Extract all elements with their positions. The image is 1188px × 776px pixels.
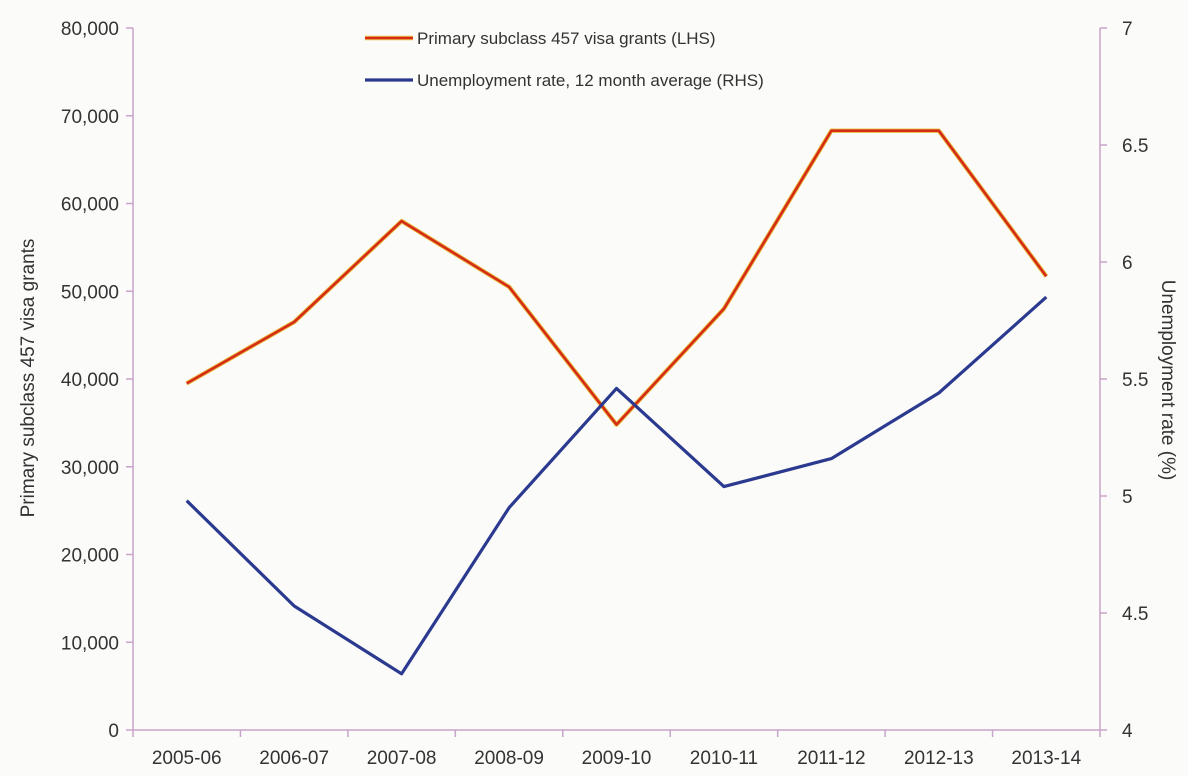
left-tick-label: 0: [108, 721, 119, 742]
left-tick-label: 40,000: [61, 370, 119, 391]
visa-grants-line: [186, 129, 1048, 426]
x-tick-label: 2011-12: [797, 748, 865, 769]
series-lines: [185, 128, 1049, 676]
right-tick-label: 4.5: [1122, 604, 1148, 625]
right-tick-label: 5.5: [1122, 370, 1148, 391]
x-tick-label: 2012-13: [904, 748, 974, 769]
visa-grants-line-highlight: [185, 128, 1049, 427]
left-tick-label: 50,000: [61, 282, 119, 303]
x-tick-label: 2007-08: [367, 748, 437, 769]
right-tick-label: 7: [1122, 19, 1133, 40]
unemployment-rate-line: [185, 295, 1048, 676]
left-axis-title: Primary subclass 457 visa grants: [18, 239, 39, 518]
left-tick-label: 80,000: [61, 19, 119, 40]
legend-label: Primary subclass 457 visa grants (LHS): [417, 29, 716, 48]
x-tick-label: 2009-10: [582, 748, 652, 769]
left-tick-label: 30,000: [61, 458, 119, 479]
left-tick-label: 70,000: [61, 107, 119, 128]
x-tick-label: 2005-06: [152, 748, 222, 769]
x-tick-label: 2013-14: [1011, 748, 1081, 769]
right-tick-label: 4: [1122, 721, 1133, 742]
left-tick-label: 20,000: [61, 546, 119, 567]
x-tick-label: 2006-07: [259, 748, 329, 769]
legend: Primary subclass 457 visa grants (LHS) Un…: [365, 29, 764, 90]
right-tick-label: 6: [1122, 253, 1133, 274]
right-tick-label: 6.5: [1122, 136, 1148, 157]
legend-label: Unemployment rate, 12 month average (RHS…: [417, 71, 764, 90]
x-tick-label: 2008-09: [474, 748, 544, 769]
left-tick-label: 60,000: [61, 195, 119, 216]
x-tick-label: 2010-11: [690, 748, 758, 769]
left-tick-label: 10,000: [61, 633, 119, 654]
right-tick-label: 5: [1122, 487, 1133, 508]
axes: 0 10,000 20,000 30,000 40,000 50,000 60,000 70,…: [61, 19, 1149, 769]
right-axis-title: Unemployment rate (%): [1157, 280, 1178, 481]
